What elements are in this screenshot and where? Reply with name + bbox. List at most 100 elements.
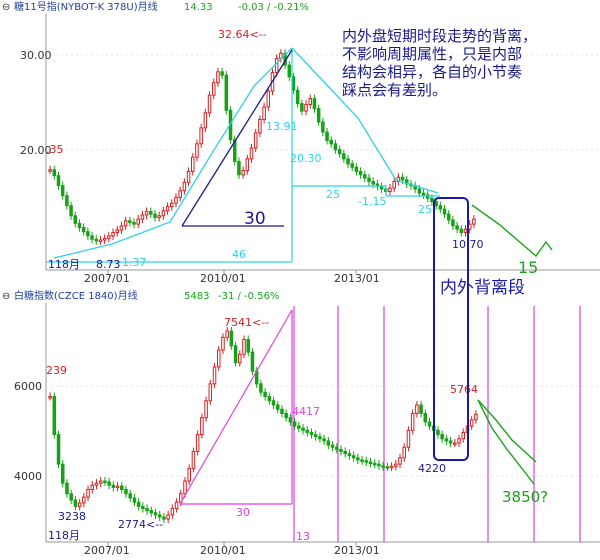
bottom-candle [77, 502, 82, 507]
top-candle [178, 190, 182, 198]
bottom-candle [356, 457, 360, 461]
top-candle [191, 156, 195, 172]
bottom-candle [90, 484, 95, 491]
top-candle [153, 213, 157, 218]
bottom-3850-label: 3850? [502, 488, 548, 506]
bottom-candle [448, 440, 453, 444]
top-candle [363, 174, 367, 179]
top-candle [371, 180, 375, 185]
bottom-header: ⊖ 白糖指数(CZCE 1840)月线 5483 -31 / -0.56% [0, 289, 600, 303]
top-candle [65, 195, 69, 207]
note-line-3: 结构会相异，各自的小节奏 [342, 63, 522, 81]
top-xtick-2013: 2013/01 [334, 272, 380, 285]
bottom-candle [238, 353, 242, 364]
bottom-candle [419, 404, 423, 414]
bottom-candle [398, 457, 402, 465]
top-candle [434, 201, 438, 207]
top-candle [161, 210, 166, 217]
bottom-candle [347, 453, 352, 457]
bottom-candle [225, 330, 229, 338]
bottom-candle [339, 448, 343, 452]
top-xtick-2007: 2007/01 [84, 272, 130, 285]
top-candle [274, 57, 279, 74]
bottom-candle [145, 508, 149, 512]
bottom-candle [200, 417, 204, 436]
bottom-candle [48, 396, 52, 399]
bottom-series-name: 白糖指数(CZCE 1840)月线 [14, 289, 138, 302]
bottom-candle [174, 501, 179, 510]
note-line-1: 内外盘短期时段走势的背离， [342, 27, 537, 45]
top-ytick-30: 30.00 [20, 49, 52, 62]
bottom-candle [221, 336, 225, 351]
top-candle [266, 90, 271, 108]
top-candle [379, 185, 384, 190]
bottom-candle [436, 429, 440, 436]
top-candles [48, 49, 476, 245]
top-candle [342, 153, 346, 160]
bottom-candle [313, 434, 318, 438]
top-candle [111, 232, 115, 237]
top-candle [224, 74, 229, 111]
bottom-candle [128, 493, 132, 499]
bottom-candle [141, 505, 145, 510]
top-last-price: 14.33 [184, 2, 213, 13]
bottom-candle [297, 425, 301, 429]
top-candle [400, 176, 405, 181]
top-retrace-label: 13.91 [266, 120, 298, 133]
bottom-candle [212, 366, 217, 385]
bottom-candle [415, 404, 419, 414]
top-count46-label: 46 [232, 248, 246, 261]
bottom-candle [389, 465, 394, 469]
bottom-candle [242, 338, 246, 355]
bottom-candle [330, 444, 335, 448]
top-candle [81, 226, 86, 233]
top-trend-line [181, 49, 293, 227]
bottom-5764-label: 5764 [450, 383, 478, 396]
top-candle [149, 211, 153, 215]
bottom-candle [94, 482, 99, 486]
top-candle [354, 166, 359, 172]
top-series-name: 糖11号指(NYBOT-K 378U)月线 [14, 0, 158, 13]
bottom-candle [351, 455, 356, 459]
top-left-level-label: .35 [46, 143, 64, 156]
top-ytick-20: 20.00 [20, 144, 52, 157]
divergence-label: 内外背离段 [440, 278, 525, 298]
top-candle [304, 103, 308, 112]
top-candle [396, 176, 401, 182]
bottom-candle [56, 434, 61, 465]
bottom-candle [183, 480, 187, 495]
bottom-candle [60, 463, 65, 484]
bottom-candle [381, 465, 385, 468]
top-candle [421, 192, 426, 196]
bottom-candle [162, 516, 166, 520]
top-candle [249, 147, 254, 160]
top-candle [245, 158, 250, 172]
top-candle [253, 132, 258, 149]
bottom-candles [48, 326, 478, 524]
top-candle [262, 106, 266, 121]
top-candle [170, 202, 174, 208]
top-candle [216, 71, 220, 84]
top-count25a-label: 25 [326, 188, 340, 201]
bottom-candle [191, 450, 196, 469]
bottom-candle [292, 421, 297, 427]
top-candle [115, 229, 119, 234]
top-count30-label: 30 [244, 209, 266, 229]
bottom-candle [267, 396, 272, 402]
bottom-ytick-6000: 6000 [14, 380, 42, 393]
top-candle [388, 187, 392, 193]
top-high-label: 32.64<-- [218, 28, 267, 41]
top-candle [174, 196, 178, 204]
bottom-xtick-2013: 2013/01 [334, 544, 380, 557]
bottom-candle [326, 440, 331, 446]
top-xtick-2010: 2010/01 [200, 272, 246, 285]
top-count15-label: 15 [518, 258, 538, 277]
bottom-candle [52, 396, 57, 436]
divergence-rect [433, 197, 469, 461]
bottom-high-label: 7541<-- [224, 316, 269, 329]
top-projection-line [471, 204, 553, 258]
commentary-note: 内外盘短期时段走势的背离， 不影响周期属性，只是内部 结构会相异，各自的小节奏 … [342, 27, 537, 99]
bottom-candle [136, 501, 141, 507]
bottom-candle [229, 330, 234, 347]
